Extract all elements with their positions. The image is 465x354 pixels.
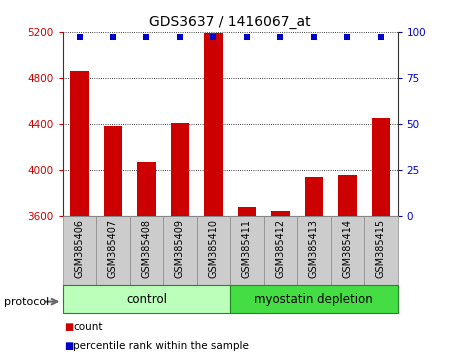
Text: GSM385409: GSM385409 — [175, 219, 185, 278]
Point — [277, 35, 284, 40]
Bar — [297, 216, 331, 285]
Bar — [130, 216, 163, 285]
Text: ■: ■ — [64, 322, 73, 332]
Bar — [271, 211, 290, 216]
Point — [377, 35, 385, 40]
Text: ■: ■ — [64, 341, 73, 351]
Bar — [238, 207, 256, 216]
Text: GSM385414: GSM385414 — [342, 219, 352, 278]
Bar — [171, 123, 189, 216]
Point — [310, 35, 318, 40]
Text: myostatin depletion: myostatin depletion — [254, 293, 373, 306]
Bar — [364, 216, 398, 285]
Text: GSM385413: GSM385413 — [309, 219, 319, 278]
Bar — [204, 33, 223, 216]
Point — [243, 35, 251, 40]
Text: GSM385412: GSM385412 — [275, 219, 286, 278]
Bar — [372, 118, 390, 216]
Point — [210, 35, 217, 40]
Text: GSM385410: GSM385410 — [208, 219, 219, 278]
Title: GDS3637 / 1416067_at: GDS3637 / 1416067_at — [149, 16, 311, 29]
Point — [109, 35, 117, 40]
Bar — [305, 177, 323, 216]
Text: GSM385415: GSM385415 — [376, 219, 386, 278]
Point — [344, 35, 351, 40]
Text: GSM385411: GSM385411 — [242, 219, 252, 278]
Bar — [63, 216, 96, 285]
Point — [76, 35, 83, 40]
Bar — [230, 285, 398, 313]
Text: GSM385406: GSM385406 — [74, 219, 85, 278]
Bar — [264, 216, 297, 285]
Bar — [230, 216, 264, 285]
Point — [143, 35, 150, 40]
Text: percentile rank within the sample: percentile rank within the sample — [73, 341, 249, 351]
Text: GSM385407: GSM385407 — [108, 219, 118, 278]
Bar — [338, 175, 357, 216]
Bar — [104, 126, 122, 216]
Bar — [63, 285, 230, 313]
Text: control: control — [126, 293, 167, 306]
Text: protocol: protocol — [4, 297, 49, 307]
Bar — [197, 216, 230, 285]
Bar — [96, 216, 130, 285]
Bar — [163, 216, 197, 285]
Point — [176, 35, 184, 40]
Bar — [70, 71, 89, 216]
Text: GSM385408: GSM385408 — [141, 219, 152, 278]
Bar — [137, 162, 156, 216]
Text: count: count — [73, 322, 103, 332]
Bar — [331, 216, 364, 285]
